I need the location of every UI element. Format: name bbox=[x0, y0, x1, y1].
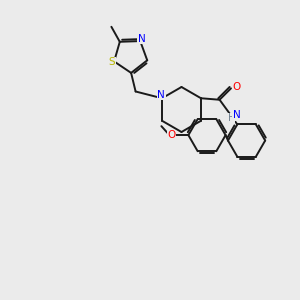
Text: N: N bbox=[233, 110, 241, 120]
Text: N: N bbox=[138, 34, 146, 44]
Text: O: O bbox=[232, 82, 241, 92]
Text: H: H bbox=[228, 113, 235, 123]
Text: S: S bbox=[108, 57, 115, 67]
Text: O: O bbox=[167, 130, 176, 140]
Text: N: N bbox=[157, 90, 165, 100]
